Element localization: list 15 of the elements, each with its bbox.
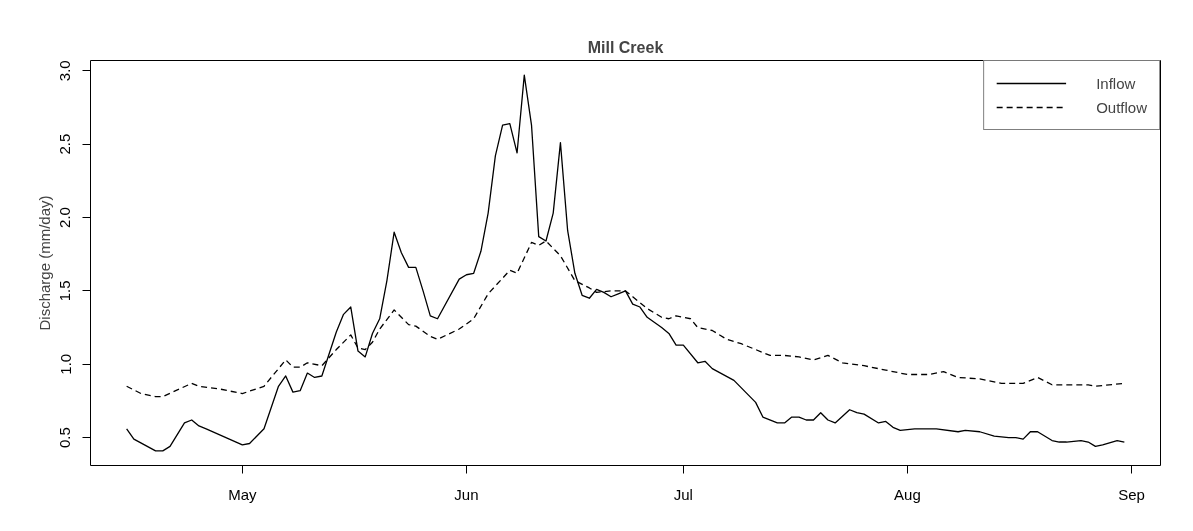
y-tick-label: 0.5 bbox=[56, 427, 74, 449]
x-tick-label: Sep bbox=[1118, 485, 1145, 503]
y-tick-label: 1.0 bbox=[56, 353, 74, 375]
y-tick-label: 1.5 bbox=[56, 280, 74, 302]
x-tick-label: Jul bbox=[673, 485, 693, 503]
y-tick-label: 2.0 bbox=[56, 207, 74, 228]
legend-label: Outflow bbox=[1096, 98, 1147, 116]
legend-label: Inflow bbox=[1096, 74, 1136, 92]
y-tick-label: 3.0 bbox=[56, 60, 74, 82]
y-tick-label: 2.5 bbox=[56, 133, 74, 155]
x-tick-label: May bbox=[228, 485, 257, 503]
y-axis-title: Discharge (mm/day) bbox=[35, 195, 53, 331]
x-tick-label: Aug bbox=[894, 485, 921, 503]
chart-title: Mill Creek bbox=[587, 38, 664, 56]
x-tick-label: Jun bbox=[454, 485, 479, 503]
